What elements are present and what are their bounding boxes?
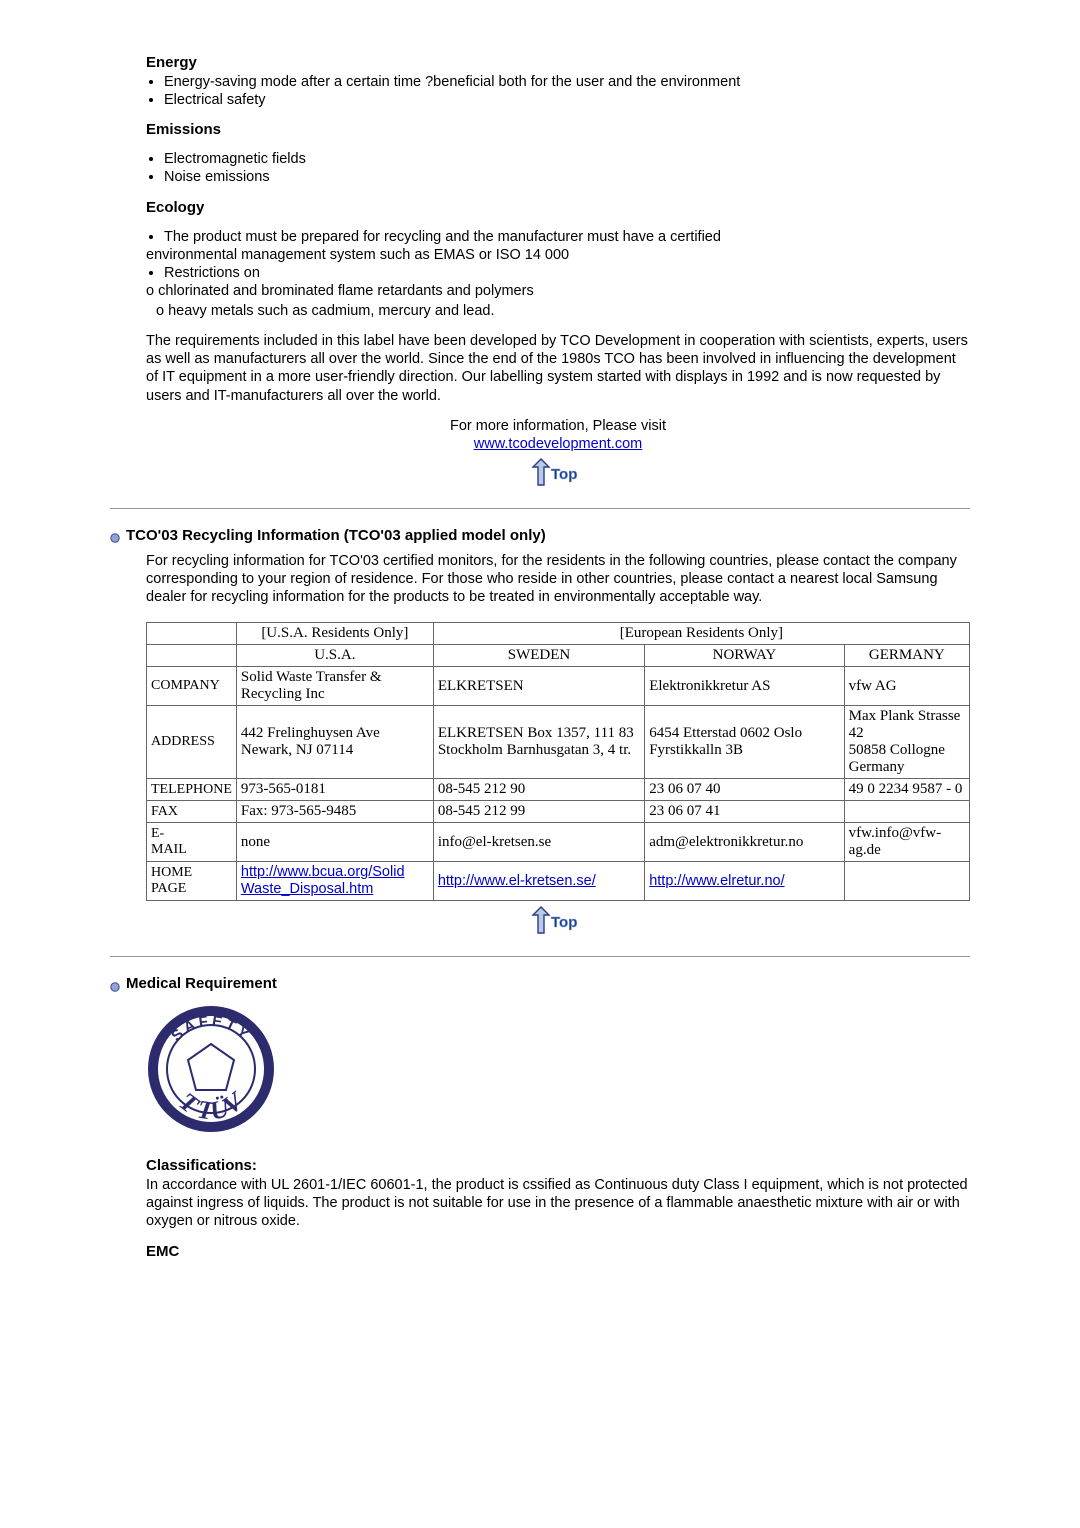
divider-1 <box>110 508 970 509</box>
energy-item-2: Electrical safety <box>164 91 970 109</box>
table-blank-2 <box>147 645 237 667</box>
sweden-address: ELKRETSEN Box 1357, 111 83 Stockholm Bar… <box>433 706 644 779</box>
sweden-homepage-link[interactable]: http://www.el-kretsen.se/ <box>438 873 596 889</box>
energy-list: Energy-saving mode after a certain time … <box>164 73 970 109</box>
tco03-paragraph: For recycling information for TCO'03 cer… <box>146 552 970 606</box>
row-company-label: COMPANY <box>147 667 237 706</box>
medical-heading: Medical Requirement <box>126 975 277 992</box>
ecology-item-1: The product must be prepared for recycli… <box>164 228 970 246</box>
ecology-paragraph: The requirements included in this label … <box>146 332 970 405</box>
germany-fax <box>844 801 969 823</box>
sweden-fax: 08-545 212 99 <box>433 801 644 823</box>
norway-fax: 23 06 07 41 <box>645 801 844 823</box>
hdr-eur-only: [European Residents Only] <box>433 623 969 645</box>
diamond-icon-2 <box>110 979 120 989</box>
norway-email: adm@elektronikkretur.no <box>645 823 844 862</box>
norway-address: 6454 Etterstad 0602 Oslo Fyrstikkalln 3B <box>645 706 844 779</box>
classifications-heading: Classifications: <box>146 1157 970 1174</box>
row-fax-label: FAX <box>147 801 237 823</box>
usa-telephone: 973-565-0181 <box>236 779 433 801</box>
more-info-line: For more information, Please visit <box>146 417 970 435</box>
diamond-icon <box>110 530 120 540</box>
norway-telephone: 23 06 07 40 <box>645 779 844 801</box>
classifications-paragraph: In accordance with UL 2601-1/IEC 60601-1… <box>146 1176 970 1230</box>
country-usa: U.S.A. <box>236 645 433 667</box>
germany-telephone: 49 0 2234 9587 - 0 <box>844 779 969 801</box>
tco03-heading: TCO'03 Recycling Information (TCO'03 app… <box>126 527 546 544</box>
usa-email: none <box>236 823 433 862</box>
tcodevelopment-link[interactable]: www.tcodevelopment.com <box>474 436 642 452</box>
emissions-item-2: Noise emissions <box>164 168 970 186</box>
emc-heading: EMC <box>146 1243 970 1260</box>
emissions-heading: Emissions <box>146 121 970 138</box>
ecology-item-2: Restrictions on <box>164 264 970 282</box>
back-to-top-icon[interactable]: Top <box>531 457 585 494</box>
ecology-list: The product must be prepared for recycli… <box>164 228 970 246</box>
row-homepage-label: HOME PAGE <box>147 862 237 901</box>
row-address-label: ADDRESS <box>147 706 237 779</box>
germany-address: Max Plank Strasse 42 50858 Collogne Germ… <box>844 706 969 779</box>
sweden-telephone: 08-545 212 90 <box>433 779 644 801</box>
country-germany: GERMANY <box>844 645 969 667</box>
country-norway: NORWAY <box>645 645 844 667</box>
usa-address: 442 Frelinghuysen Ave Newark, NJ 07114 <box>236 706 433 779</box>
ecology-sub-2: o heavy metals such as cadmium, mercury … <box>156 302 970 320</box>
svg-text:Top: Top <box>551 914 577 931</box>
divider-2 <box>110 956 970 957</box>
ecology-list-2: Restrictions on <box>164 264 970 282</box>
norway-homepage-link[interactable]: http://www.elretur.no/ <box>649 873 784 889</box>
sweden-company: ELKRETSEN <box>433 667 644 706</box>
hdr-usa-only: [U.S.A. Residents Only] <box>236 623 433 645</box>
recycling-table: [U.S.A. Residents Only] [European Reside… <box>146 622 970 901</box>
norway-company: Elektronikkretur AS <box>645 667 844 706</box>
emissions-list: Electromagnetic fields Noise emissions <box>164 150 970 186</box>
back-to-top-icon-2[interactable]: Top <box>531 905 585 942</box>
row-telephone-label: TELEPHONE <box>147 779 237 801</box>
emissions-item-1: Electromagnetic fields <box>164 150 970 168</box>
germany-homepage <box>844 862 969 901</box>
usa-fax: Fax: 973-565-9485 <box>236 801 433 823</box>
ecology-sub-1: o chlorinated and brominated flame retar… <box>146 282 970 300</box>
germany-company: vfw AG <box>844 667 969 706</box>
energy-heading: Energy <box>146 54 970 71</box>
usa-company: Solid Waste Transfer & Recycling Inc <box>236 667 433 706</box>
tuv-safety-mark-icon: SAFETY T TÜV <box>146 1004 970 1139</box>
svg-text:Top: Top <box>551 466 577 483</box>
germany-email: vfw.info@vfw-ag.de <box>844 823 969 862</box>
ecology-item-1-cont: environmental management system such as … <box>146 246 970 264</box>
row-email-label: E- MAIL <box>147 823 237 862</box>
ecology-heading: Ecology <box>146 199 970 216</box>
sweden-email: info@el-kretsen.se <box>433 823 644 862</box>
usa-homepage-link[interactable]: http://www.bcua.org/Solid Waste_Disposal… <box>241 864 405 897</box>
country-sweden: SWEDEN <box>433 645 644 667</box>
table-corner-blank <box>147 623 237 645</box>
energy-item-1: Energy-saving mode after a certain time … <box>164 73 970 91</box>
